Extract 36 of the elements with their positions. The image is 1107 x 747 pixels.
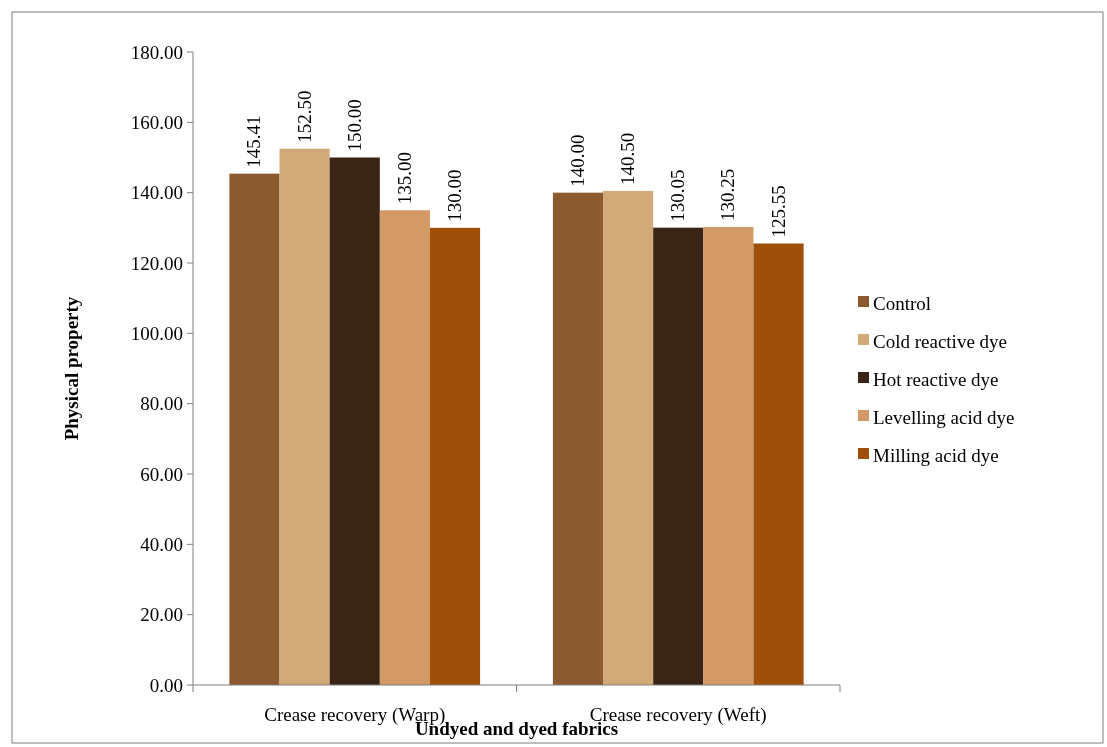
- bar: [279, 148, 330, 685]
- legend-label: Cold reactive dye: [873, 330, 1008, 352]
- data-label: 130.25: [717, 168, 739, 221]
- y-tick-label: 0.00: [149, 674, 183, 696]
- legend-label: Hot reactive dye: [873, 368, 999, 390]
- data-label: 125.55: [767, 185, 789, 238]
- data-label: 130.00: [444, 169, 466, 222]
- y-tick-label: 160.00: [130, 111, 183, 133]
- bar: [703, 226, 754, 685]
- bar: [229, 173, 280, 685]
- legend-label: Control: [873, 292, 932, 314]
- y-tick-label: 40.00: [140, 533, 183, 555]
- data-label: 150.00: [343, 99, 365, 152]
- y-tick-label: 180.00: [130, 41, 183, 63]
- bar: [653, 227, 704, 685]
- data-label: 140.50: [617, 132, 639, 185]
- data-label: 140.00: [566, 134, 588, 187]
- bar: [329, 157, 380, 685]
- y-tick-label: 60.00: [140, 463, 183, 485]
- y-tick-label: 20.00: [140, 604, 183, 626]
- legend-label: Milling acid dye: [873, 444, 999, 466]
- bar: [753, 243, 804, 685]
- bar: [552, 192, 604, 685]
- y-tick-label: 120.00: [130, 252, 183, 274]
- data-label: 130.05: [667, 169, 689, 222]
- y-tick-label: 80.00: [140, 393, 183, 415]
- bar: [379, 210, 430, 685]
- y-axis-title: Physical property: [61, 296, 82, 441]
- legend-label: Levelling acid dye: [873, 406, 1015, 428]
- bar: [429, 227, 481, 685]
- data-label: 135.00: [393, 152, 415, 205]
- data-label: 145.41: [243, 115, 265, 168]
- bar: [603, 190, 654, 685]
- y-tick-label: 140.00: [130, 182, 183, 204]
- data-label: 152.50: [293, 90, 315, 143]
- y-tick-label: 100.00: [130, 322, 183, 344]
